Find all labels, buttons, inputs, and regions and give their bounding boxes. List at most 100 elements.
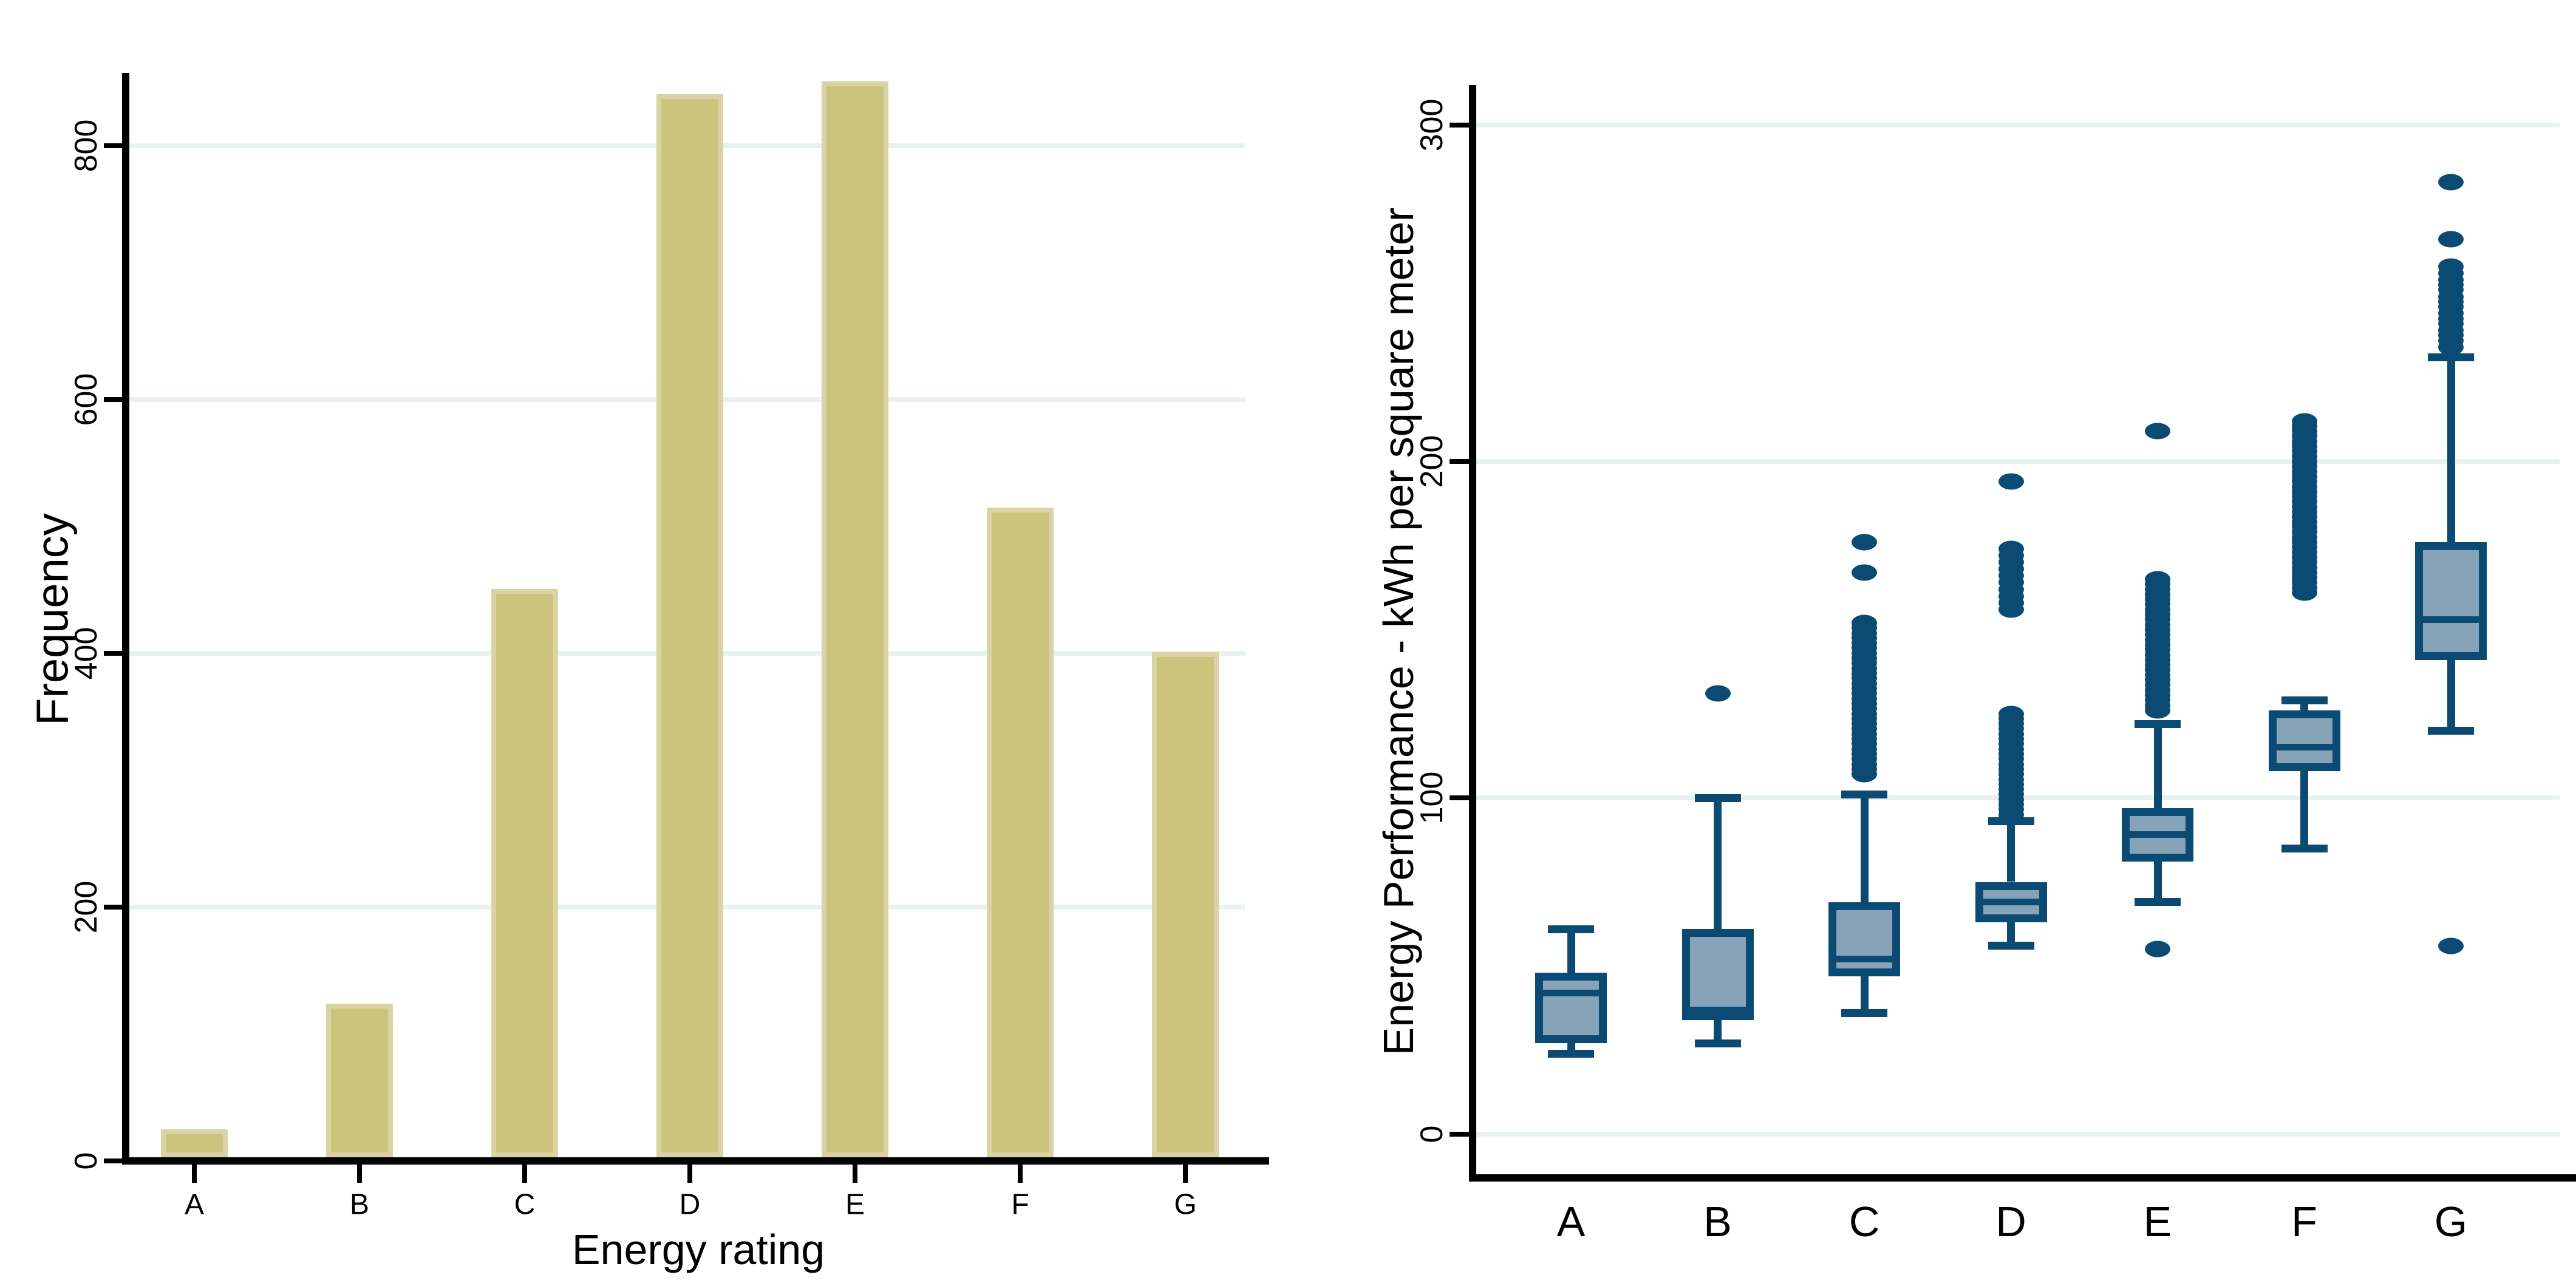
- y-tick-200: [1450, 459, 1469, 464]
- histogram-panel: 0 200 400 600 800 A B C D E F G Frequency Energy ra…: [27, 73, 1269, 1273]
- median-F: [2276, 744, 2332, 751]
- x-tick-label-C: C: [1849, 1198, 1880, 1245]
- gridline-200: [1476, 459, 2560, 464]
- whisker-lower-B: [1714, 1019, 1722, 1044]
- y-tick-label-0: 0: [69, 1152, 104, 1170]
- box-B: [1682, 929, 1754, 1020]
- x-tick-label-G: G: [2434, 1198, 2468, 1245]
- y-tick-100: [1450, 795, 1469, 800]
- x-tick-D: [687, 1165, 692, 1183]
- outlier-E-27: [2145, 571, 2170, 588]
- x-tick-label-C: C: [514, 1188, 536, 1221]
- whisker-cap-high-G: [2428, 353, 2474, 361]
- whisker-upper-G: [2447, 357, 2455, 542]
- x-tick-E: [853, 1165, 857, 1183]
- outlier-C-31: [1852, 564, 1877, 581]
- outlier-G-17: [2438, 174, 2464, 191]
- whisker-cap-low-G: [2428, 726, 2474, 735]
- x-tick-label-E: E: [2143, 1198, 2172, 1245]
- whisker-lower-F: [2300, 771, 2308, 849]
- y-tick-label-200: 200: [69, 880, 104, 934]
- boxplot-panel: 0 100 200 300 A B C D E F G Energy Performance - k…: [1288, 0, 2576, 1286]
- bar-A: [161, 1129, 228, 1157]
- whisker-lower-G: [2447, 659, 2455, 731]
- outlier-D-30: [1998, 540, 2024, 557]
- median-G: [2423, 616, 2479, 623]
- x-axis-line: [122, 1157, 1269, 1165]
- whisker-upper-A: [1567, 929, 1575, 973]
- x-tick-label-B: B: [1703, 1198, 1732, 1245]
- bar-E: [822, 81, 888, 1157]
- outlier-E-0: [2145, 941, 2170, 958]
- y-tick-0: [1450, 1132, 1469, 1137]
- outlier-D-20: [1998, 706, 2024, 722]
- box-C: [1828, 902, 1900, 976]
- outlier-D-31: [1998, 473, 2024, 490]
- y-axis-line: [122, 73, 129, 1165]
- x-tick-label-B: B: [349, 1188, 370, 1221]
- whisker-lower-E: [2153, 862, 2162, 902]
- x-tick-label-F: F: [1011, 1188, 1029, 1221]
- x-tick-A: [192, 1165, 197, 1183]
- y-tick-200: [104, 905, 122, 910]
- whisker-lower-C: [1860, 976, 1869, 1013]
- bar-C: [491, 588, 558, 1157]
- whisker-upper-C: [1860, 794, 1869, 902]
- whisker-cap-high-C: [1841, 790, 1887, 798]
- y-tick-label-600: 600: [69, 373, 104, 426]
- outlier-C-30: [1852, 614, 1877, 631]
- whisker-upper-B: [1714, 798, 1722, 930]
- y-tick-300: [1450, 123, 1469, 128]
- median-E: [2130, 831, 2186, 839]
- x-tick-label-D: D: [1995, 1198, 2026, 1245]
- whisker-cap-high-E: [2135, 720, 2181, 728]
- gridline-0: [1476, 1132, 2560, 1137]
- x-tick-label-G: G: [1174, 1188, 1197, 1221]
- whisker-cap-high-A: [1548, 925, 1594, 933]
- outlier-C-32: [1852, 534, 1877, 551]
- bar-F: [987, 507, 1054, 1157]
- median-D: [1983, 899, 2039, 906]
- outlier-G-16: [2438, 231, 2464, 248]
- y-tick-0: [104, 1158, 122, 1163]
- y-tick-800: [104, 143, 122, 148]
- y-tick-400: [104, 651, 122, 656]
- whisker-upper-E: [2153, 724, 2162, 808]
- whisker-cap-high-F: [2281, 696, 2328, 704]
- outlier-G-0: [2438, 937, 2464, 954]
- y-tick-600: [104, 397, 122, 402]
- whisker-lower-D: [2007, 922, 2015, 946]
- histogram-x-axis-title: Energy rating: [571, 1226, 825, 1273]
- outlier-F-34: [2291, 413, 2317, 430]
- x-tick-label-F: F: [2291, 1198, 2317, 1245]
- bar-D: [656, 94, 723, 1157]
- median-C: [1836, 956, 1892, 963]
- median-B: [1689, 1006, 1746, 1013]
- whisker-cap-high-B: [1694, 794, 1741, 802]
- box-F: [2268, 710, 2340, 771]
- gridline-300: [1476, 123, 2560, 128]
- whisker-cap-low-F: [2281, 844, 2328, 852]
- boxplot-y-axis-title: Energy Performance - kWh per square mete…: [1375, 207, 1422, 1056]
- x-tick-F: [1018, 1165, 1023, 1183]
- whisker-cap-low-E: [2135, 898, 2181, 907]
- x-axis-line: [1469, 1174, 2576, 1182]
- y-tick-label-0: 0: [1414, 1125, 1450, 1143]
- x-tick-label-A: A: [1556, 1198, 1586, 1245]
- whisker-cap-low-C: [1841, 1009, 1887, 1018]
- x-tick-C: [522, 1165, 527, 1183]
- y-tick-label-300: 300: [1414, 98, 1450, 152]
- x-tick-G: [1183, 1165, 1188, 1183]
- x-tick-label-E: E: [845, 1188, 865, 1221]
- outlier-G-15: [2438, 258, 2464, 275]
- outlier-E-28: [2145, 423, 2170, 440]
- bar-B: [326, 1004, 393, 1157]
- median-A: [1543, 989, 1599, 996]
- x-tick-B: [357, 1165, 362, 1183]
- box-A: [1535, 973, 1607, 1044]
- histogram-y-axis-title: Frequency: [27, 513, 78, 726]
- y-tick-label-800: 800: [69, 119, 104, 172]
- outlier-B-0: [1705, 685, 1731, 702]
- whisker-cap-low-A: [1548, 1049, 1594, 1058]
